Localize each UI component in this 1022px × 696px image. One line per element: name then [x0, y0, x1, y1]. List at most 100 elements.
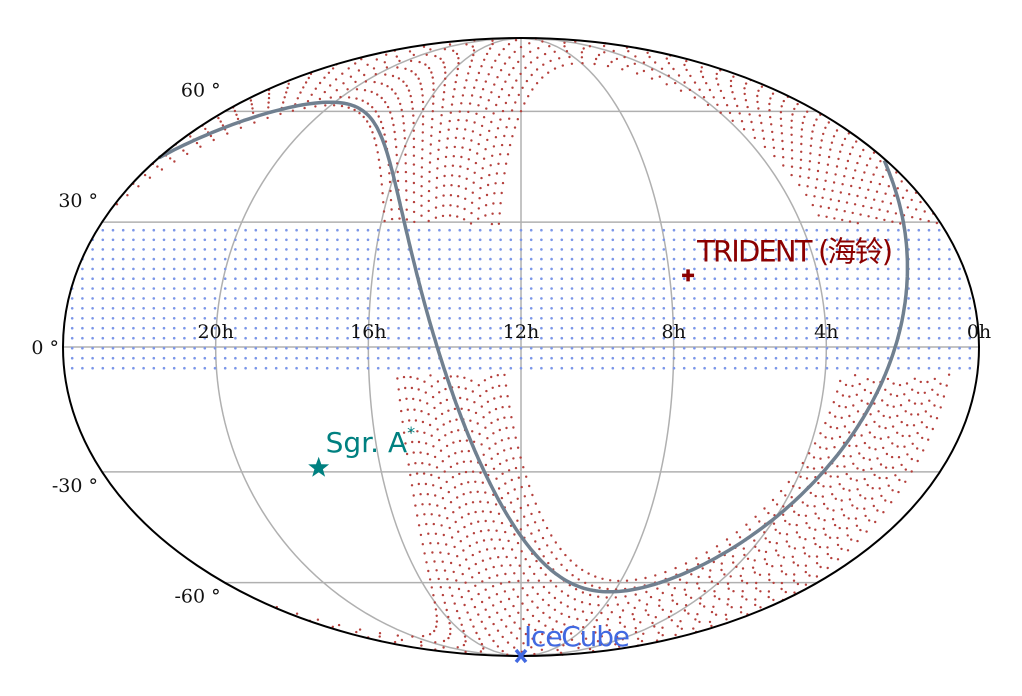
blue-region-dot: [101, 228, 105, 232]
blue-region-dot: [754, 336, 757, 340]
red-region-dot: [838, 526, 841, 530]
blue-region-dot: [693, 267, 696, 271]
red-region-dot: [396, 179, 400, 183]
red-region-dot: [712, 560, 715, 564]
red-region-dot: [402, 122, 405, 125]
red-region-dot: [390, 208, 393, 211]
red-region-dot: [428, 463, 431, 466]
red-region-dot: [542, 585, 546, 589]
red-region-dot: [665, 57, 668, 60]
red-region-dot: [470, 522, 473, 525]
red-region-dot: [509, 447, 513, 450]
blue-region-dot: [876, 356, 880, 360]
blue-region-dot: [662, 228, 666, 232]
red-region-dot: [815, 562, 819, 565]
blue-region-dot: [183, 277, 186, 281]
red-region-dot: [804, 514, 808, 517]
red-region-dot: [856, 507, 859, 510]
blue-region-dot: [570, 356, 574, 360]
blue-region-dot: [172, 277, 176, 281]
blue-region-dot: [907, 326, 910, 330]
red-region-dot: [475, 79, 478, 82]
red-region-dot: [760, 85, 764, 88]
red-region-dot: [484, 204, 488, 207]
red-region-dot: [799, 475, 802, 478]
blue-region-dot: [397, 277, 400, 281]
blue-region-dot: [784, 366, 788, 370]
blue-region-dot: [366, 356, 370, 360]
red-region-dot: [426, 402, 429, 405]
red-region-dot: [767, 511, 770, 515]
blue-region-dot: [958, 356, 961, 360]
red-region-dot: [769, 115, 772, 119]
blue-region-dot: [835, 287, 839, 290]
red-region-dot: [464, 387, 467, 390]
blue-region-dot: [601, 326, 604, 330]
red-region-dot: [805, 193, 808, 197]
blue-region-dot: [376, 307, 380, 310]
blue-region-dot: [234, 307, 237, 310]
blue-region-dot: [550, 267, 553, 271]
red-region-dot: [455, 74, 459, 77]
red-region-dot: [689, 74, 692, 78]
red-region-dot: [449, 375, 452, 378]
blue-region-dot: [376, 287, 380, 290]
red-region-dot: [868, 446, 871, 449]
red-region-dot: [822, 527, 825, 530]
blue-region-dot: [274, 248, 278, 251]
red-region-dot: [633, 62, 636, 65]
blue-region-dot: [948, 336, 951, 340]
red-region-dot: [476, 152, 479, 155]
blue-region-dot: [366, 317, 370, 320]
red-region-dot: [511, 86, 514, 89]
red-region-dot: [477, 71, 481, 75]
blue-region-dot: [366, 336, 370, 340]
red-region-dot: [420, 214, 423, 217]
red-region-dot: [466, 611, 469, 614]
red-region-dot: [518, 627, 522, 630]
blue-region-dot: [672, 346, 676, 350]
red-region-dot: [589, 593, 592, 597]
red-region-dot: [542, 611, 545, 615]
red-region-dot: [866, 402, 869, 405]
red-region-dot: [212, 138, 215, 142]
red-region-dot: [654, 574, 657, 577]
red-region-dot: [484, 463, 488, 467]
red-region-dot: [771, 130, 774, 134]
blue-region-dot: [866, 267, 870, 271]
red-region-dot: [772, 598, 775, 602]
blue-region-dots: [70, 228, 972, 370]
red-region-dot: [491, 39, 494, 42]
red-region-dot: [581, 62, 584, 65]
red-region-dot: [844, 167, 848, 170]
blue-region-dot: [601, 277, 604, 281]
red-region-dot: [654, 61, 657, 64]
blue-region-dot: [529, 346, 533, 350]
blue-region-dot: [856, 317, 859, 320]
blue-region-dot: [795, 326, 798, 330]
red-region-dot: [767, 595, 770, 599]
red-region-dot: [503, 172, 506, 175]
blue-region-dot: [662, 326, 666, 330]
blue-region-dot: [693, 326, 696, 330]
red-region-dot: [401, 420, 404, 424]
red-region-dot: [920, 402, 923, 405]
blue-region-dot: [172, 228, 176, 232]
red-region-dot: [450, 184, 453, 187]
blue-region-dot: [886, 238, 890, 242]
red-region-dot: [843, 465, 846, 468]
tick-labels: 20h 16h 12h 8h 4h 0h 60 ° 30 ° 0 ° -30 °…: [31, 79, 991, 607]
red-region-dot: [332, 104, 336, 107]
red-region-dot: [808, 574, 811, 577]
red-region-dot: [754, 598, 757, 601]
red-region-dot: [401, 115, 405, 118]
red-region-dot: [685, 581, 688, 584]
blue-region-dot: [631, 346, 635, 350]
red-region-dot: [449, 632, 452, 636]
red-region-dot: [383, 219, 386, 223]
red-region-dot: [421, 503, 424, 506]
blue-region-dot: [540, 228, 543, 232]
red-region-dot: [827, 121, 830, 124]
red-region-dot: [521, 86, 524, 90]
red-region-dot: [819, 457, 822, 460]
